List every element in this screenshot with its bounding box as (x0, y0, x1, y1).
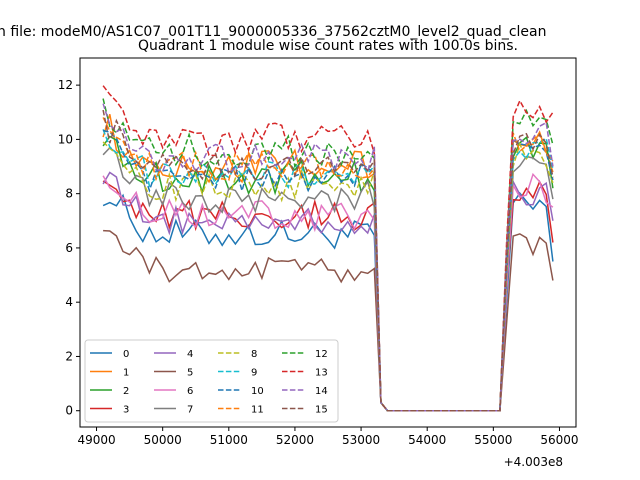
y-tick-label: 2 (65, 349, 73, 363)
y-tick-label: 12 (58, 78, 73, 92)
legend-label-10: 10 (251, 386, 264, 397)
legend-box (84, 339, 339, 423)
plot-frame (79, 57, 577, 428)
legend-label-3: 3 (123, 405, 129, 416)
legend-label-7: 7 (187, 405, 193, 416)
y-tick-label: 4 (65, 295, 73, 309)
series-line-9 (102, 129, 554, 412)
legend-label-6: 6 (187, 386, 193, 397)
y-tick-label: 0 (65, 404, 73, 418)
series-line-15 (102, 109, 554, 412)
x-tick-label: 52000 (276, 433, 314, 447)
legend-label-11: 11 (251, 405, 264, 416)
y-tick-label: 10 (58, 132, 73, 146)
legend-label-14: 14 (315, 386, 328, 397)
y-tick-label: 6 (65, 241, 73, 255)
legend-label-1: 1 (123, 368, 129, 379)
y-tick-label: 8 (65, 187, 73, 201)
legend-label-12: 12 (315, 349, 328, 360)
x-axis-ticks: 49000 50000 51000 52000 53000 54000 55000 56000 (77, 427, 579, 447)
x-tick-label: 54000 (408, 433, 446, 447)
legend-label-8: 8 (251, 349, 257, 360)
legend-label-2: 2 (123, 386, 129, 397)
legend-label-15: 15 (315, 405, 328, 416)
x-tick-label: 50000 (144, 433, 182, 447)
y-axis-ticks: 0 2 4 6 8 10 12 (58, 78, 80, 418)
x-tick-label: 56000 (540, 433, 578, 447)
series-line-10 (102, 129, 554, 412)
x-tick-label: 49000 (77, 433, 115, 447)
x-offset-label: +4.003e8 (504, 455, 563, 469)
x-tick-label: 51000 (210, 433, 248, 447)
chart-title: Quadrant 1 module wise count rates with … (138, 38, 518, 54)
x-tick-label: 55000 (474, 433, 512, 447)
x-tick-label: 53000 (342, 433, 380, 447)
legend-label-13: 13 (315, 368, 328, 379)
legend-label-4: 4 (187, 349, 193, 360)
legend-label-5: 5 (187, 368, 193, 379)
legend-label-9: 9 (251, 368, 257, 379)
figure-suptitle: n file: modeM0/AS1C07_001T11_9000005336_… (0, 24, 546, 40)
legend-label-0: 0 (123, 349, 129, 360)
series-lines (102, 85, 554, 412)
